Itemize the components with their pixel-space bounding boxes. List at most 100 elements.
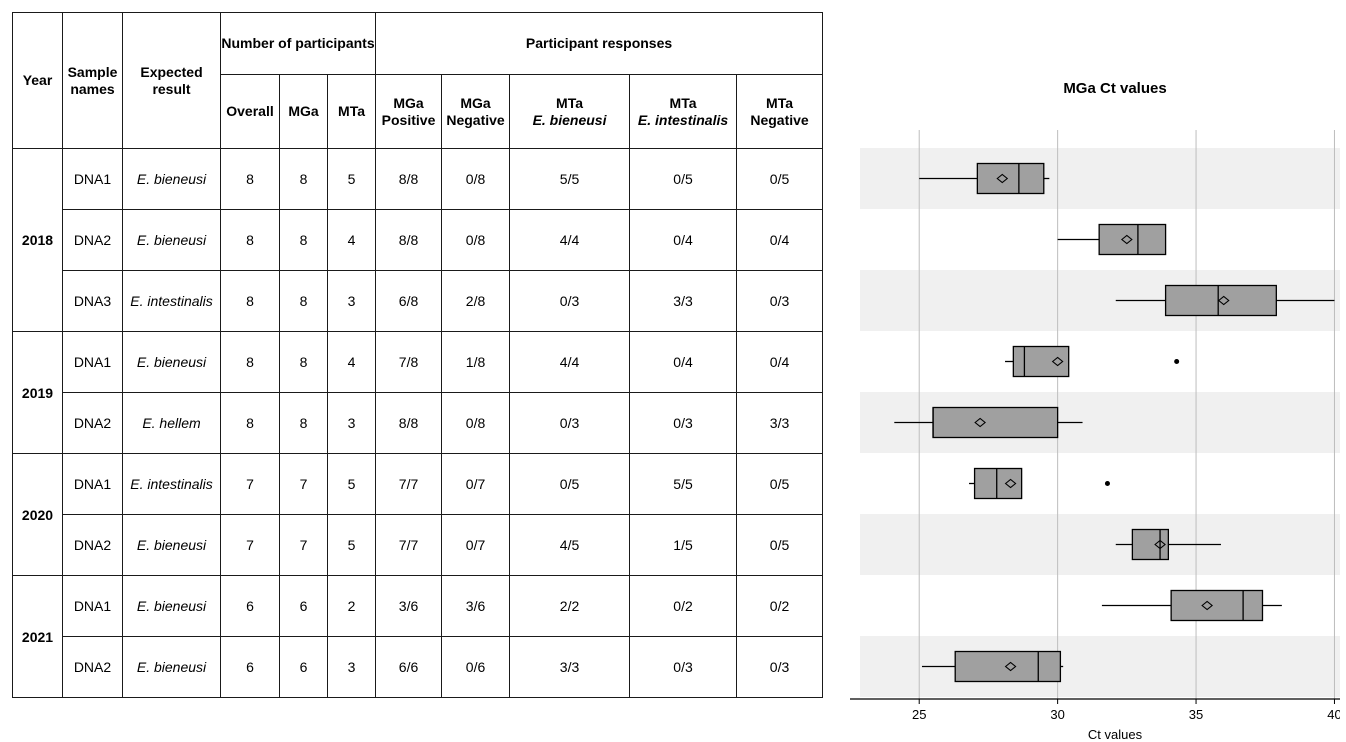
- box: [954, 650, 1062, 683]
- mta-intestinalis-cell: 3/3: [629, 270, 738, 332]
- header-mga-negative-line2: Negative: [446, 111, 505, 128]
- mean-marker: [1120, 234, 1133, 245]
- expected-cell: E. bieneusi: [122, 575, 221, 637]
- table-row: DNA2 E. hellem 8 8 3 8/8 0/8 0/3 0/3 3/3: [13, 392, 824, 454]
- chart-title: MGa Ct values: [1063, 80, 1166, 97]
- mta-negative-cell: 0/3: [736, 636, 824, 698]
- header-mta-bieneusi-line1: MTa: [556, 94, 584, 111]
- mga-cell: 7: [279, 514, 328, 576]
- overall-cell: 7: [220, 453, 280, 515]
- mta-bieneusi-cell: 0/5: [509, 453, 631, 515]
- mean-marker: [1004, 478, 1017, 489]
- overall-cell: 8: [220, 148, 280, 210]
- overall-cell: 8: [220, 331, 280, 393]
- mta-cell: 3: [326, 636, 377, 698]
- mta-cell: 5: [326, 148, 377, 210]
- sample-cell: DNA1: [62, 148, 123, 210]
- header-mga-positive: MGa Positive: [375, 74, 443, 149]
- header-mta-intestinalis: MTa E. intestinalis: [629, 74, 738, 149]
- mga-cell: 6: [279, 575, 328, 637]
- mga-positive-cell: 6/6: [375, 636, 443, 698]
- box: [1170, 589, 1264, 622]
- sample-cell: DNA1: [62, 453, 123, 515]
- mga-negative-cell: 0/7: [441, 453, 511, 515]
- overall-cell: 6: [220, 636, 280, 698]
- mga-positive-cell: 6/8: [375, 270, 443, 332]
- mga-positive-cell: 7/8: [375, 331, 443, 393]
- header-mta-intestinalis-line1: MTa: [669, 94, 697, 111]
- mta-negative-cell: 0/2: [736, 575, 824, 637]
- mta-bieneusi-cell: 4/4: [509, 209, 631, 271]
- mean-marker: [974, 417, 986, 428]
- overall-cell: 8: [220, 392, 280, 454]
- expected-cell: E. intestinalis: [122, 270, 221, 332]
- mta-cell: 4: [326, 331, 377, 393]
- mean-marker: [1201, 600, 1213, 611]
- mta-negative-cell: 0/5: [736, 453, 824, 515]
- table-row: DNA2 E. bieneusi 6 6 3 6/6 0/6 3/3 0/3 0…: [13, 636, 824, 698]
- mga-cell: 7: [279, 453, 328, 515]
- mta-bieneusi-cell: 4/5: [509, 514, 631, 576]
- row-band: [860, 514, 1340, 575]
- sample-cell: DNA2: [62, 209, 123, 271]
- sample-cell: DNA2: [62, 392, 123, 454]
- mta-bieneusi-cell: 0/3: [509, 392, 631, 454]
- mga-negative-cell: 0/8: [441, 392, 511, 454]
- mta-intestinalis-cell: 5/5: [629, 453, 738, 515]
- mta-negative-cell: 3/3: [736, 392, 824, 454]
- mta-cell: 3: [326, 270, 377, 332]
- table-row: DNA2 E. bieneusi 8 8 4 8/8 0/8 4/4 0/4 0…: [13, 209, 824, 271]
- outlier-point: [1174, 359, 1180, 364]
- mta-bieneusi-cell: 2/2: [509, 575, 631, 637]
- outlier-point: [1104, 481, 1110, 486]
- header-mta-intestinalis-line2: E. intestinalis: [637, 111, 729, 128]
- header-mga-negative: MGa Negative: [441, 74, 511, 149]
- year-cell: 2020: [12, 453, 63, 576]
- mga-negative-cell: 0/6: [441, 636, 511, 698]
- mta-cell: 2: [326, 575, 377, 637]
- box: [1012, 345, 1070, 378]
- mean-marker: [1051, 356, 1064, 367]
- overall-cell: 8: [220, 270, 280, 332]
- mta-cell: 3: [326, 392, 377, 454]
- box-series: [894, 162, 1335, 683]
- expected-cell: E. bieneusi: [122, 148, 221, 210]
- mga-cell: 8: [279, 392, 328, 454]
- mean-marker: [1154, 539, 1166, 550]
- year-cell: 2021: [12, 575, 63, 698]
- box: [976, 162, 1045, 195]
- overall-cell: 6: [220, 575, 280, 637]
- mean-marker: [1004, 661, 1017, 672]
- table-row: DNA2 E. bieneusi 7 7 5 7/7 0/7 4/5 1/5 0…: [13, 514, 824, 576]
- expected-cell: E. hellem: [122, 392, 221, 454]
- header-mta: MTa: [326, 74, 377, 149]
- x-axis-label: Ct values: [1088, 727, 1143, 740]
- mta-intestinalis-cell: 1/5: [629, 514, 738, 576]
- header-year: Year: [12, 12, 63, 149]
- box: [1164, 284, 1277, 317]
- header-mga-positive-line2: Positive: [381, 111, 436, 128]
- expected-cell: E. intestinalis: [122, 453, 221, 515]
- mta-negative-cell: 0/5: [736, 514, 824, 576]
- box: [932, 406, 1059, 439]
- mta-intestinalis-cell: 0/4: [629, 209, 738, 271]
- box: [973, 467, 1023, 500]
- x-axis-ticks: 25 30 35 40: [912, 699, 1340, 722]
- mean-marker: [996, 173, 1009, 184]
- x-tick-label: 40: [1327, 707, 1340, 722]
- x-tick-label: 30: [1050, 707, 1064, 722]
- mga-negative-cell: 0/7: [441, 514, 511, 576]
- expected-cell: E. bieneusi: [122, 209, 221, 271]
- x-tick-label: 25: [912, 707, 926, 722]
- header-overall: Overall: [220, 74, 280, 149]
- box: [1131, 528, 1170, 561]
- expected-cell: E. bieneusi: [122, 514, 221, 576]
- sample-cell: DNA2: [62, 636, 123, 698]
- header-mta-negative-line1: MTa: [766, 94, 794, 111]
- mga-negative-cell: 0/8: [441, 209, 511, 271]
- sample-cell: DNA1: [62, 331, 123, 393]
- mga-negative-cell: 0/8: [441, 148, 511, 210]
- header-participant-responses: Participant responses: [375, 12, 824, 75]
- sample-cell: DNA3: [62, 270, 123, 332]
- overall-cell: 7: [220, 514, 280, 576]
